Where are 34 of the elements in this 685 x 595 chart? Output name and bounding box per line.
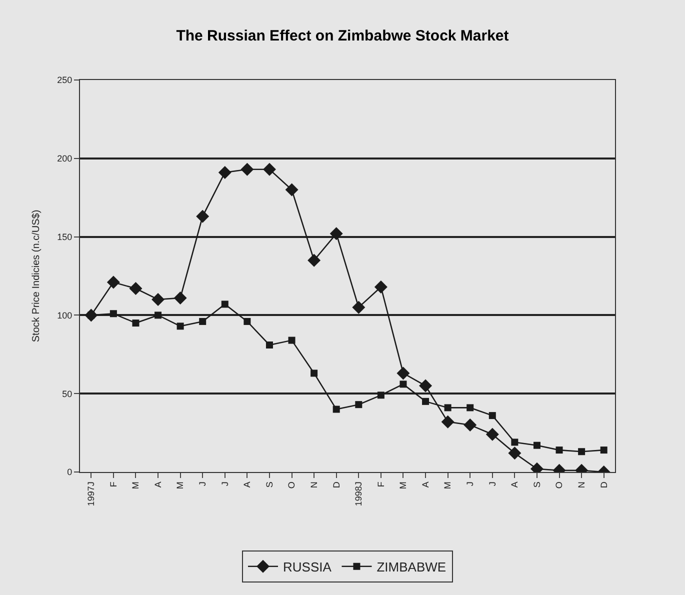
x-tick-label: O	[286, 482, 297, 489]
x-tick-label: S	[532, 482, 542, 488]
x-tick-label: M	[442, 482, 453, 490]
x-tick-label: J	[465, 482, 476, 486]
legend-label: RUSSIA	[283, 559, 332, 574]
legend-label: ZIMBABWE	[376, 559, 446, 574]
x-tick-label: N	[576, 482, 586, 488]
x-tick-label: 1998J	[354, 482, 364, 506]
x-tick-label: M	[175, 482, 186, 490]
x-tick-label: D	[331, 481, 342, 488]
x-tick-label: N	[308, 482, 319, 488]
x-tick-label: M	[130, 482, 141, 490]
y-axis-title: Stock Price Indicies (n.c/US$)	[31, 210, 42, 342]
x-tick-label: 1997J	[86, 482, 96, 506]
x-tick-label: F	[108, 481, 118, 488]
x-tick-label: J	[487, 482, 498, 486]
chart-title: The Russian Effect on Zimbabwe Stock Market	[176, 27, 509, 44]
x-tick-label: A	[242, 482, 252, 488]
x-tick-label: J	[220, 482, 230, 486]
x-tick-label: A	[510, 482, 520, 488]
x-tick-label: M	[398, 482, 408, 490]
x-tick-label: A	[152, 482, 163, 488]
x-tick-label: J	[198, 482, 208, 486]
y-tick-label: 200	[57, 154, 72, 164]
y-tick-label: 150	[57, 232, 72, 242]
x-tick-label: O	[554, 482, 564, 489]
x-tick-label: D	[598, 481, 609, 488]
y-tick-label: 250	[57, 75, 72, 86]
x-tick-label: A	[420, 482, 430, 488]
y-tick-label: 100	[57, 310, 72, 320]
y-tick-label: 50	[62, 388, 72, 399]
x-tick-label: F	[376, 481, 386, 488]
x-tick-label: S	[264, 482, 274, 488]
y-tick-label: 0	[67, 467, 72, 478]
